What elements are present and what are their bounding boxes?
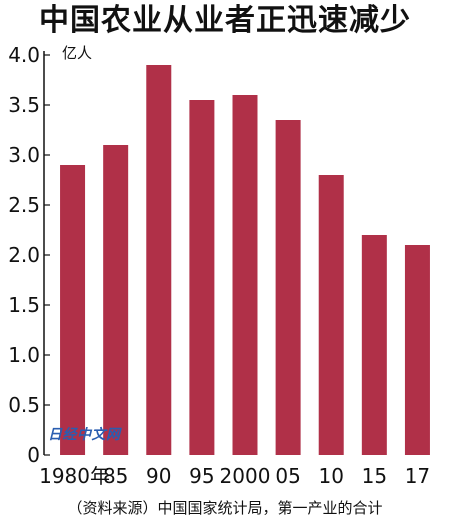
bar-95 [189, 100, 215, 455]
x-tick-label: 05 [275, 464, 300, 488]
y-tick-label: 3.0 [8, 143, 40, 167]
bar-90 [146, 65, 172, 455]
y-tick-label: 2.5 [8, 193, 40, 217]
source-note: （资料来源）中国国家统计局，第一产业的合计 [67, 499, 383, 517]
y-tick-label: 4.0 [8, 43, 40, 67]
y-tick-label: 0.5 [8, 393, 40, 417]
x-tick-label: 90 [146, 464, 171, 488]
x-tick-label: 10 [318, 464, 343, 488]
watermark: 日经中文网 [48, 427, 121, 443]
bars-group [60, 65, 430, 455]
bar-05 [275, 120, 301, 455]
x-tick-label: 85 [103, 464, 128, 488]
x-tick-label: 15 [362, 464, 387, 488]
bar-17 [404, 245, 430, 455]
y-tick-label: 1.5 [8, 293, 40, 317]
y-tick-label: 2.0 [8, 243, 40, 267]
x-tick-label: 17 [405, 464, 430, 488]
y-axis: 0 0.5 1.0 1.5 2.0 2.5 3.0 3.5 4.0 [8, 43, 50, 467]
bar-10 [318, 175, 344, 455]
bar-1980年 [60, 165, 86, 455]
x-tick-label: 2000 [220, 464, 271, 488]
y-tick-label: 1.0 [8, 343, 40, 367]
bar-2000 [232, 95, 258, 455]
x-tick-label: 1980年 [39, 464, 110, 488]
bar-15 [361, 235, 387, 455]
chart-title: 中国农业从业者正迅速减少 [39, 3, 411, 38]
bar-85 [103, 145, 129, 455]
y-tick-label: 0 [27, 443, 40, 467]
x-tick-label: 95 [189, 464, 214, 488]
y-axis-unit-label: 亿人 [62, 44, 92, 62]
y-tick-label: 3.5 [8, 93, 40, 117]
